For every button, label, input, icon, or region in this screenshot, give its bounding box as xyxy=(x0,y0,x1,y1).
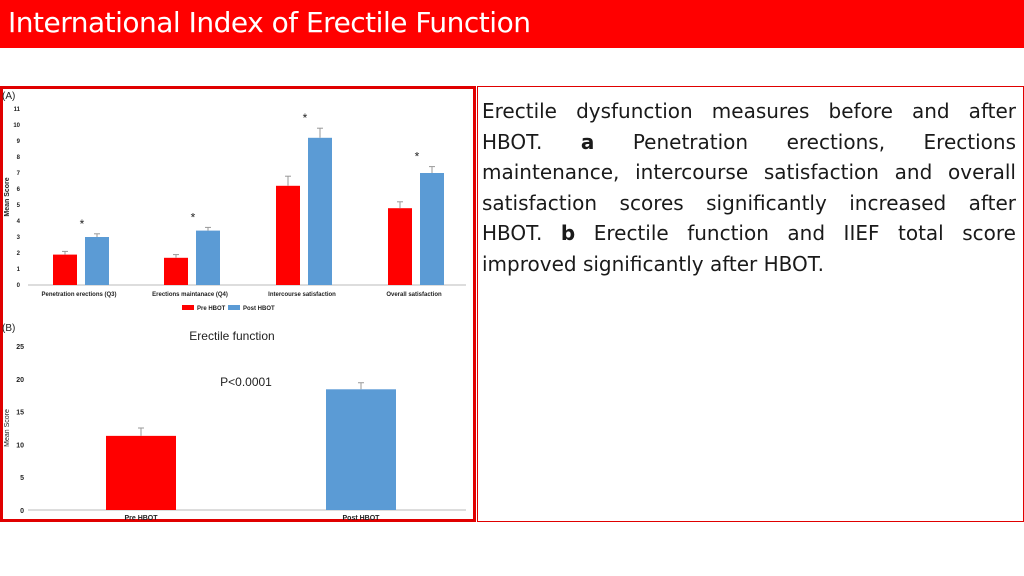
panel-b-y-tick: 15 xyxy=(16,410,24,417)
panel-a-bar-post xyxy=(196,230,220,285)
caption-part-2: Penetration erections, Erections mainten… xyxy=(482,129,1016,246)
panel-a-bar-pre xyxy=(164,257,188,285)
panel-a-bar-post xyxy=(420,173,444,285)
title-bar: International Index of Erectile Function xyxy=(0,0,1024,48)
panel-b-p-value: P<0.0001 xyxy=(220,375,272,389)
caption-part-3: Erectile function and IIEF total score i… xyxy=(482,221,1016,276)
panel-a-x-tick: Erections maintanace (Q4) xyxy=(152,292,228,298)
panel-a-y-tick: 0 xyxy=(17,283,21,289)
panel-b-label: (B) xyxy=(2,323,15,334)
panel-a-label: (A) xyxy=(2,91,15,102)
caption-text: Erectile dysfunction measures before and… xyxy=(482,96,1016,279)
panel-a-y-label: Mean Score xyxy=(4,177,11,216)
panel-a-y-tick: 5 xyxy=(17,203,21,209)
panel-b-bar-post xyxy=(326,389,396,510)
panel-b-y-tick: 10 xyxy=(16,442,24,449)
panel-a-y-tick: 7 xyxy=(17,171,21,177)
panel-b-y-tick: 0 xyxy=(20,508,24,515)
figure-frame xyxy=(0,86,476,522)
panel-a-legend-post: Post HBOT xyxy=(243,306,275,312)
panel-b-title: Erectile function xyxy=(189,329,274,343)
panel-b-y-tick: 25 xyxy=(16,344,24,351)
panel-b-y-tick: 20 xyxy=(16,377,24,384)
panel-a-y-tick: 9 xyxy=(17,139,21,145)
panel-a-bar-pre xyxy=(276,185,300,285)
panel-a-x-tick: Intercourse satisfaction xyxy=(268,292,336,298)
panel-a-legend-pre: Pre HBOT xyxy=(197,306,226,312)
caption-part-1: Erectile dysfunction measures before and… xyxy=(482,99,1016,154)
panel-a-x-tick: Penetration erections (Q3) xyxy=(41,292,116,298)
panel-a-y-tick: 2 xyxy=(17,251,21,257)
panel-b-y-tick: 5 xyxy=(20,475,24,482)
panel-a-significance-star: * xyxy=(303,111,308,125)
caption-label-a: a xyxy=(580,129,595,154)
panel-a-y-tick: 11 xyxy=(14,107,21,113)
slide-title: International Index of Erectile Function xyxy=(8,6,531,39)
panel-a-y-tick: 6 xyxy=(17,187,21,193)
panel-a-legend-swatch-post xyxy=(228,305,240,310)
panel-b-x-tick: Post HBOT xyxy=(343,515,381,522)
panel-a-y-tick: 3 xyxy=(17,235,21,241)
panel-b-y-label: Mean Score xyxy=(4,409,11,447)
panel-a-y-tick: 4 xyxy=(17,219,21,225)
panel-a-y-tick: 8 xyxy=(17,155,21,161)
panel-a-bar-post xyxy=(85,237,109,285)
panel-a-significance-star: * xyxy=(80,217,85,231)
panel-a-bar-post xyxy=(308,137,332,285)
panel-a-bar-pre xyxy=(388,208,412,285)
panel-a-bar-pre xyxy=(53,254,77,285)
panel-a-y-tick: 1 xyxy=(17,267,21,273)
panel-b-x-tick: Pre HBOT xyxy=(124,515,158,522)
panel-b-bar-pre xyxy=(106,435,176,510)
panel-a-legend-swatch-pre xyxy=(182,305,194,310)
panel-a-x-tick: Overall satisfaction xyxy=(386,292,442,298)
panel-a-significance-star: * xyxy=(415,150,420,164)
panel-a-significance-star: * xyxy=(191,210,196,224)
panel-a-y-tick: 10 xyxy=(13,123,20,129)
caption-label-b: b xyxy=(560,221,576,245)
